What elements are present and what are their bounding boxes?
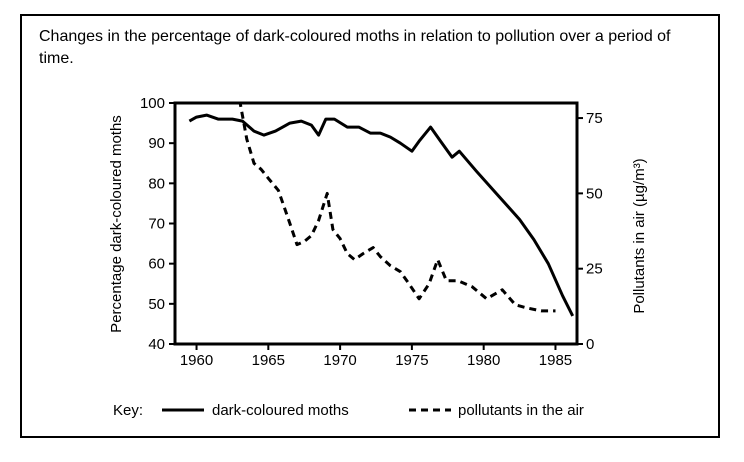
series-line-moths [188, 113, 575, 317]
y-tick-label-40: 40 [148, 336, 165, 353]
x-tick-label-1985: 1985 [539, 352, 572, 369]
legend-entry-moths: dark-coloured moths [212, 402, 349, 419]
figure-frame: Changes in the percentage of dark-colour… [20, 14, 720, 438]
y2-tick-label-0: 0 [586, 336, 594, 353]
plot-area [173, 101, 579, 346]
y-tick-label-100: 100 [140, 95, 165, 112]
x-tick-label-1965: 1965 [252, 352, 285, 369]
x-tick-label-1960: 1960 [180, 352, 213, 369]
x-tick-label-1980: 1980 [467, 352, 500, 369]
y-tick-label-80: 80 [148, 175, 165, 192]
legend: Key: dark-coloured moths pollutants in t… [113, 402, 584, 419]
y-tick-label-60: 60 [148, 256, 165, 273]
series-layer [188, 103, 575, 317]
x-tick-label-1970: 1970 [323, 352, 356, 369]
legend-key-label: Key: [113, 402, 143, 419]
y2-tick-label-50: 50 [586, 185, 603, 202]
y-tick-label-50: 50 [148, 296, 165, 313]
y2-axis-title: Pollutants in air (µg/m³) [631, 158, 648, 313]
chart-title: Changes in the percentage of dark-colour… [39, 28, 671, 67]
x-tick-label-1975: 1975 [395, 352, 428, 369]
legend-entry-pollutants: pollutants in the air [458, 402, 584, 419]
y-axis-title: Percentage dark-coloured moths [108, 115, 125, 333]
y-tick-label-70: 70 [148, 216, 165, 233]
plot-border [173, 101, 579, 346]
axes: 1960 1965 1970 1975 1980 1985 40 50 60 70 80 90 100 0… [140, 95, 603, 369]
y2-tick-label-25: 25 [586, 261, 603, 278]
y2-tick-label-75: 75 [586, 110, 603, 127]
y-tick-label-90: 90 [148, 135, 165, 152]
